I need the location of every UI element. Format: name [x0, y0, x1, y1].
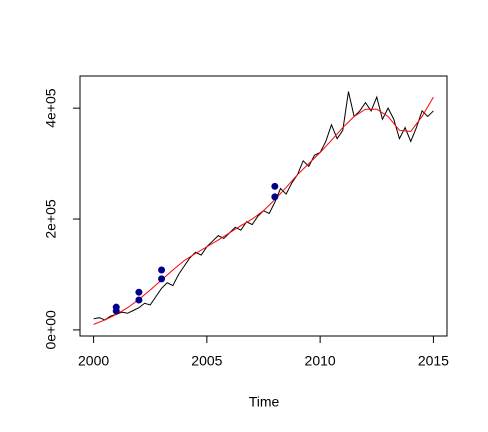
y-tick-label: 4e+05	[43, 88, 59, 128]
data-point	[271, 182, 279, 190]
data-point	[135, 296, 143, 304]
series-line	[93, 91, 434, 321]
y-tick-label: 0e+00	[43, 310, 59, 350]
data-point	[135, 288, 143, 296]
data-point	[271, 193, 279, 201]
series-line	[93, 96, 434, 325]
x-tick-label: 2015	[418, 353, 449, 369]
x-axis-label: Time	[249, 394, 280, 410]
data-point	[158, 266, 166, 274]
y-tick-label: 2e+05	[43, 199, 59, 239]
x-tick-label: 2005	[191, 353, 222, 369]
x-tick-label: 2010	[305, 353, 336, 369]
data-point	[158, 275, 166, 283]
data-point	[112, 307, 120, 315]
x-tick-label: 2000	[78, 353, 109, 369]
